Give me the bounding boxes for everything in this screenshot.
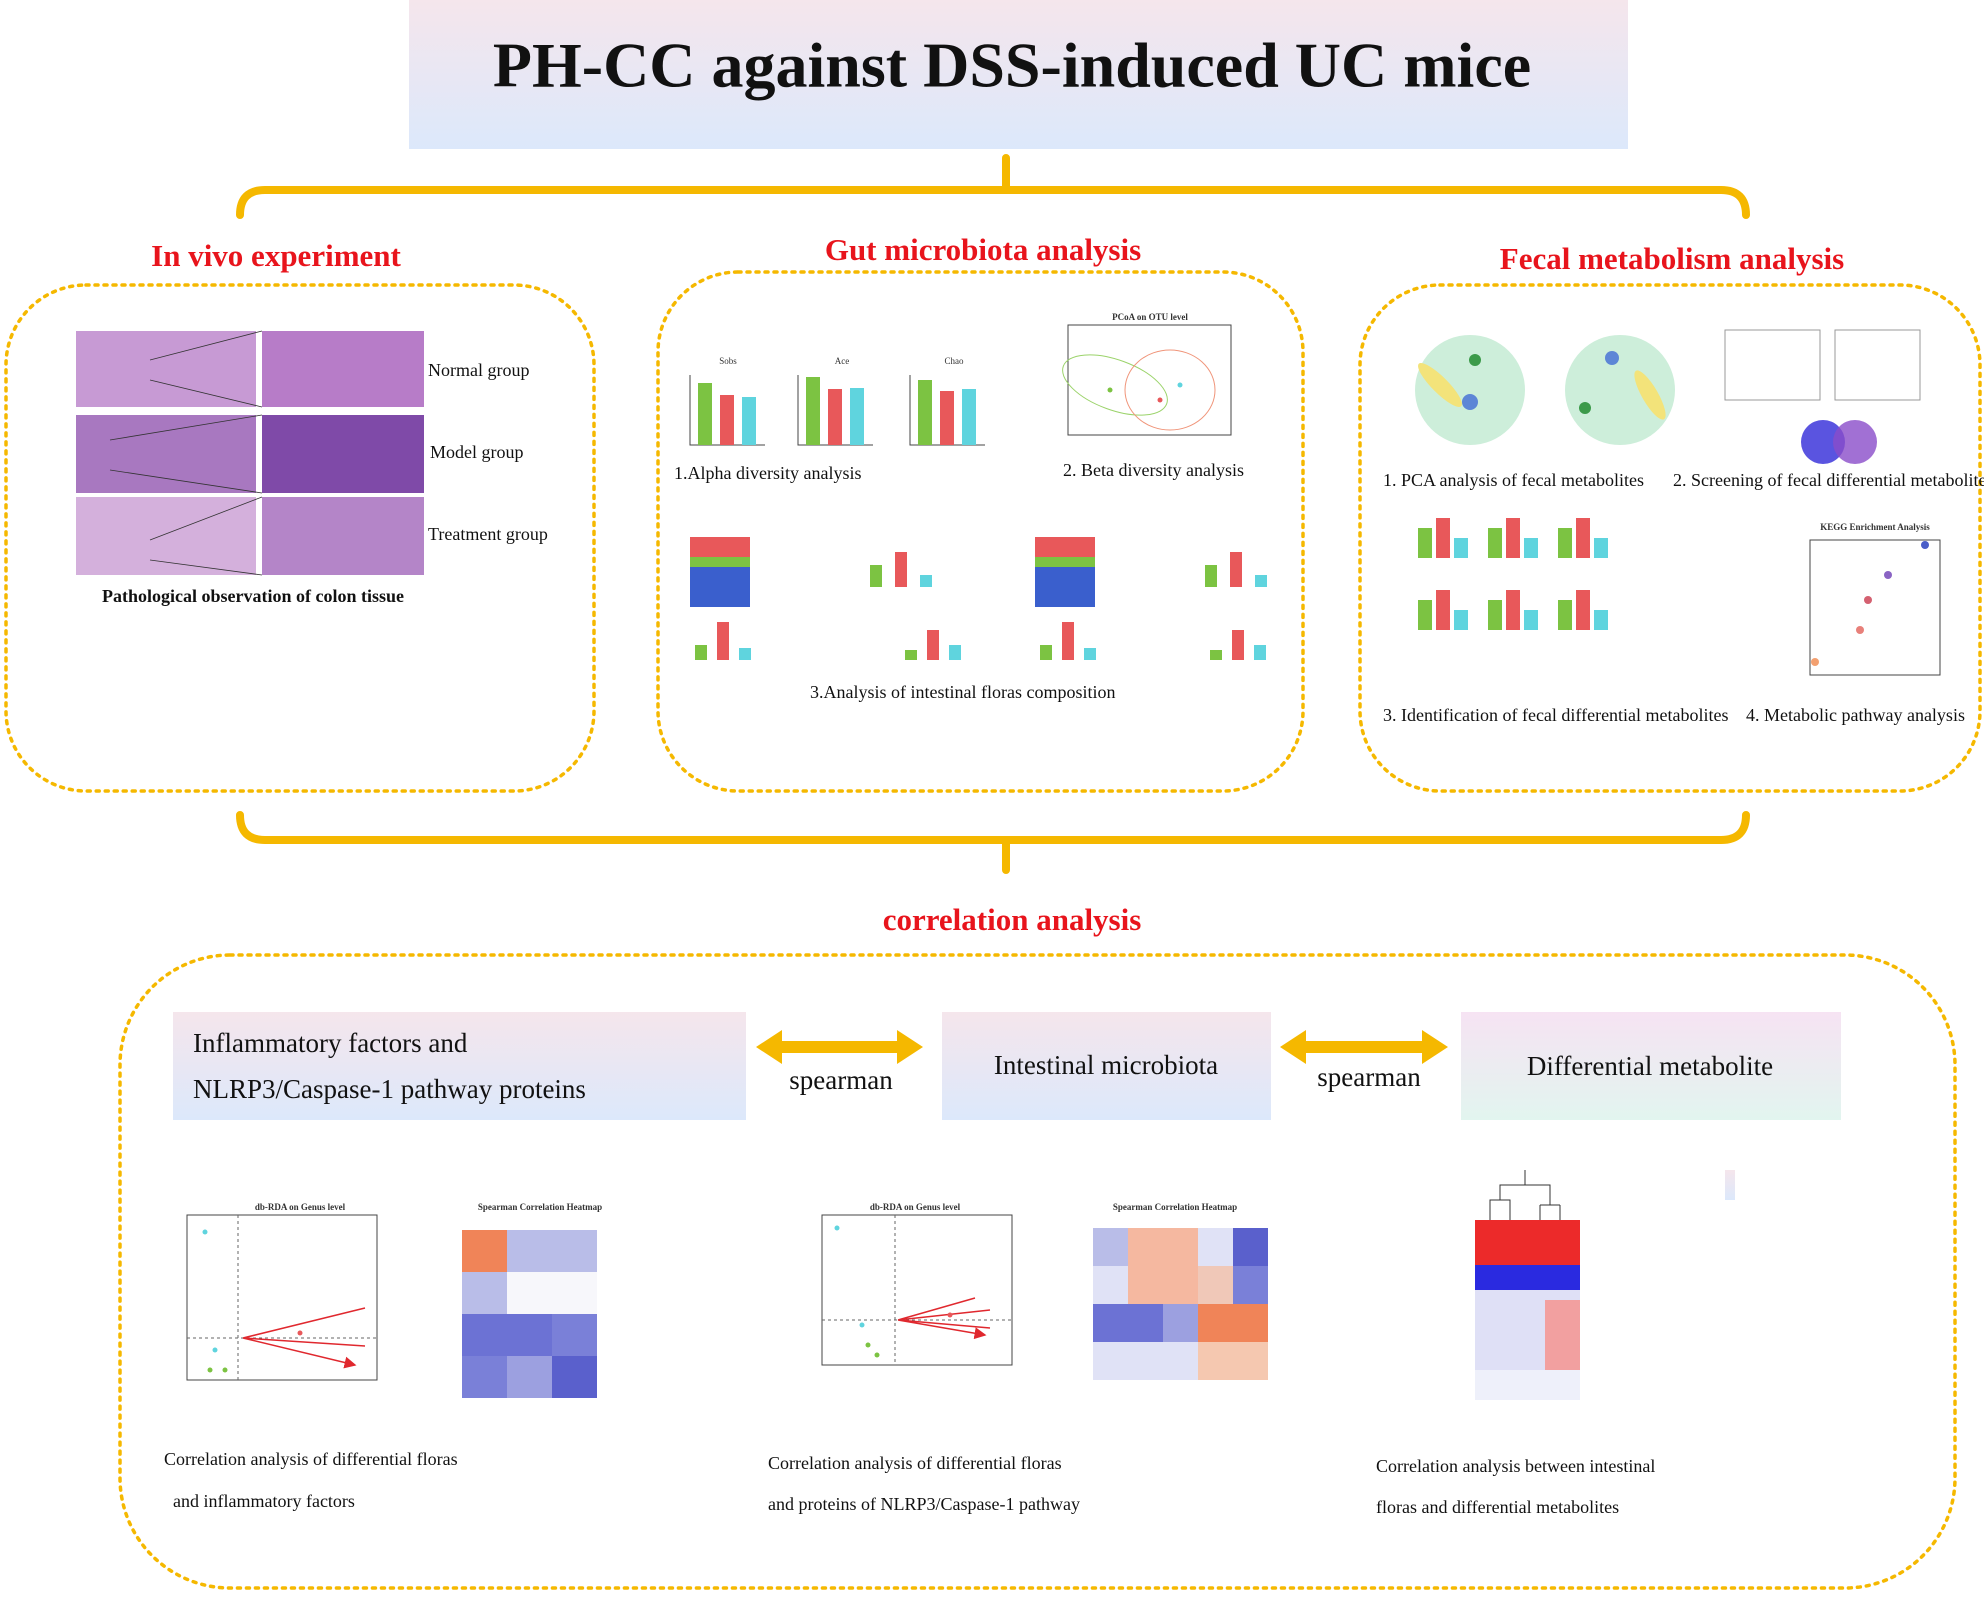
section-box — [656, 270, 1305, 793]
bracket — [236, 811, 1750, 874]
caption: 1. PCA analysis of fecal metabolites — [1383, 470, 1644, 490]
concept-label: NLRP3/Caspase-1 pathway proteins — [193, 1074, 586, 1104]
section-title: In vivo experiment — [151, 238, 401, 273]
concept-box — [173, 1012, 746, 1120]
concept-box — [942, 1012, 1271, 1120]
concept-label: Inflammatory factors and — [193, 1028, 468, 1058]
panel-title: PCoA on OTU level — [1112, 312, 1188, 322]
panel-title: Spearman Correlation Heatmap — [1113, 1202, 1237, 1212]
composition-bars — [690, 537, 1267, 660]
title: PH-CC against DSS-induced UC mice — [493, 30, 1531, 101]
caption: Pathological observation of colon tissue — [102, 586, 404, 606]
panel-title: Ace — [835, 356, 850, 366]
concept-label: Intestinal microbiota — [994, 1050, 1218, 1080]
group-label: Normal group — [428, 360, 529, 380]
title-box — [409, 0, 1628, 149]
alpha-bars — [689, 375, 985, 446]
double-arrow — [756, 1030, 923, 1064]
caption: 2. Screening of fecal differential metab… — [1673, 470, 1984, 490]
rda-plot — [186, 1214, 378, 1381]
link-label: spearman — [789, 1065, 893, 1095]
panel-title: Spearman Correlation Heatmap — [478, 1202, 602, 1212]
heatmap — [1093, 1228, 1268, 1380]
section-title: Fecal metabolism analysis — [1500, 241, 1844, 276]
link-label: spearman — [1317, 1062, 1421, 1092]
panel-title: KEGG Enrichment Analysis — [1820, 522, 1930, 532]
caption: and inflammatory factors — [173, 1491, 355, 1511]
caption: 2. Beta diversity analysis — [1063, 460, 1244, 480]
caption: Correlation analysis of differential flo… — [768, 1453, 1062, 1473]
concept-box — [1461, 1012, 1841, 1120]
rda-plot — [821, 1214, 1013, 1366]
group-label: Model group — [430, 442, 524, 462]
section-box — [1358, 283, 1982, 793]
double-arrow — [1280, 1030, 1448, 1064]
caption: 4. Metabolic pathway analysis — [1746, 705, 1965, 725]
caption: Correlation analysis of differential flo… — [164, 1449, 458, 1469]
caption: 1.Alpha diversity analysis — [674, 463, 861, 483]
bracket — [236, 154, 1750, 219]
heatmap — [462, 1230, 597, 1398]
section-title: Gut microbiota analysis — [825, 232, 1141, 267]
histology — [76, 330, 424, 576]
panel-title: Chao — [945, 356, 964, 366]
caption: Correlation analysis between intestinal — [1376, 1456, 1655, 1476]
panel-title: db-RDA on Genus level — [870, 1202, 961, 1212]
caption: 3.Analysis of intestinal floras composit… — [810, 682, 1115, 702]
metabolite-heatmap — [1475, 1170, 1735, 1400]
correlation-title: correlation analysis — [883, 902, 1142, 937]
section-box — [118, 953, 1957, 1590]
pca-plots — [1415, 329, 1941, 676]
panel-title: db-RDA on Genus level — [255, 1202, 346, 1212]
pcoa-plot — [1062, 324, 1232, 436]
concept-label: Differential metabolite — [1527, 1051, 1773, 1081]
caption: floras and differential metabolites — [1376, 1497, 1619, 1517]
caption: and proteins of NLRP3/Caspase-1 pathway — [768, 1494, 1080, 1514]
caption: 3. Identification of fecal differential … — [1383, 705, 1729, 725]
group-label: Treatment group — [428, 524, 548, 544]
panel-title: Sobs — [719, 356, 737, 366]
